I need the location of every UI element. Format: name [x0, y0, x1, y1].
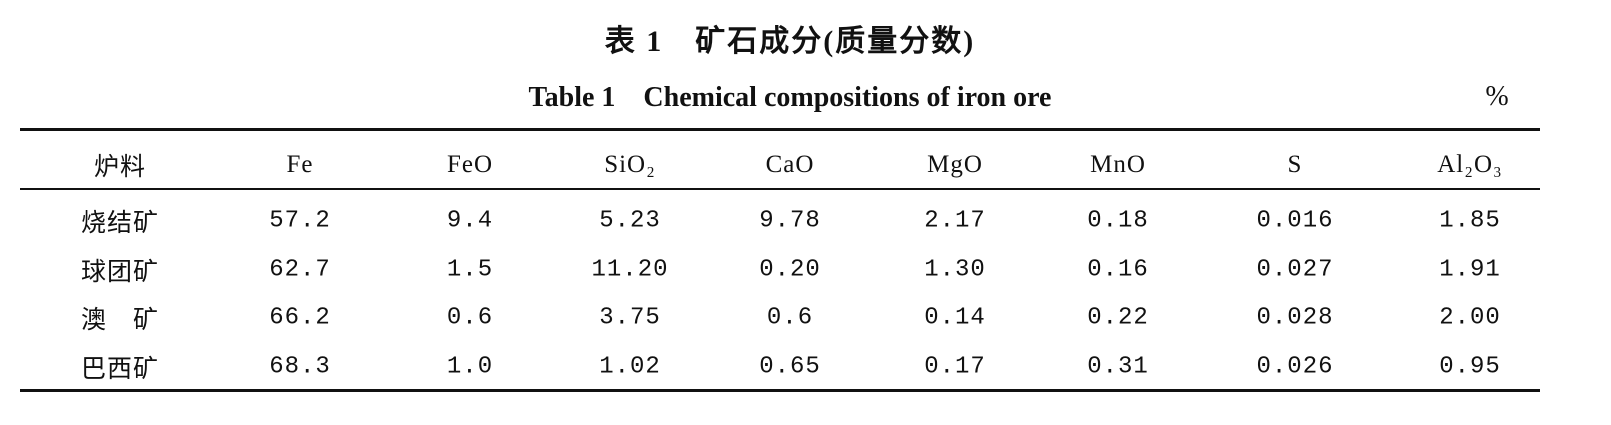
column-header: SiO₂: [604, 151, 656, 178]
cell-value: 57.2: [269, 207, 331, 235]
cell-value: 1.02: [599, 353, 661, 381]
cell-value: 11.20: [591, 256, 669, 284]
column-header: S: [1287, 151, 1303, 178]
cell-value: 0.027: [1256, 256, 1334, 284]
cell-value: 66.2: [269, 304, 331, 332]
cell-value: 0.16: [1087, 256, 1149, 284]
row-label: 巴西矿: [80, 356, 160, 384]
cell-value: 0.016: [1256, 207, 1334, 235]
cell-value: 9.78: [759, 207, 821, 235]
cell-value: 1.85: [1439, 207, 1501, 235]
cell-value: 9.4: [446, 207, 494, 235]
cell-value: 0.6: [446, 304, 494, 332]
cell-value: 0.17: [924, 353, 986, 381]
cell-value: 0.95: [1439, 353, 1501, 381]
subtitle: Table 1 Chemical compositions of iron or…: [528, 82, 1052, 113]
top-rule: [20, 128, 1540, 131]
cell-value: 1.0: [446, 353, 494, 381]
cell-value: 0.14: [924, 304, 986, 332]
column-header: Al₂O₃: [1437, 151, 1503, 178]
cell-value: 62.7: [269, 256, 331, 284]
bottom-rule: [20, 389, 1540, 392]
cell-value: 5.23: [599, 207, 661, 235]
cell-value: 0.028: [1256, 304, 1334, 332]
column-header: FeO: [446, 151, 494, 178]
cell-value: 1.5: [446, 256, 494, 284]
cell-value: 0.65: [759, 353, 821, 381]
column-header: MnO: [1090, 151, 1146, 178]
unit: %: [1485, 81, 1509, 112]
cell-value: 2.00: [1439, 304, 1501, 332]
cell-value: 0.026: [1256, 353, 1334, 381]
header-rule: [20, 188, 1540, 190]
title: 表 1 矿石成分(质量分数): [604, 25, 976, 58]
column-header: Fe: [286, 151, 314, 178]
cell-value: 1.91: [1439, 256, 1501, 284]
cell-value: 3.75: [599, 304, 661, 332]
column-header: 炉料: [93, 154, 147, 181]
cell-value: 0.6: [766, 304, 814, 332]
cell-value: 68.3: [269, 353, 331, 381]
row-label: 球团矿: [80, 258, 160, 286]
cell-value: 2.17: [924, 207, 986, 235]
cell-value: 1.30: [924, 256, 986, 284]
column-header: MgO: [927, 151, 983, 178]
row-label: 烧结矿: [80, 210, 160, 237]
column-header: CaO: [765, 151, 815, 178]
row-label: 澳 矿: [80, 307, 160, 335]
cell-value: 0.22: [1087, 304, 1149, 332]
cell-value: 0.31: [1087, 353, 1149, 381]
cell-value: 0.20: [759, 256, 821, 284]
cell-value: 0.18: [1087, 207, 1149, 235]
